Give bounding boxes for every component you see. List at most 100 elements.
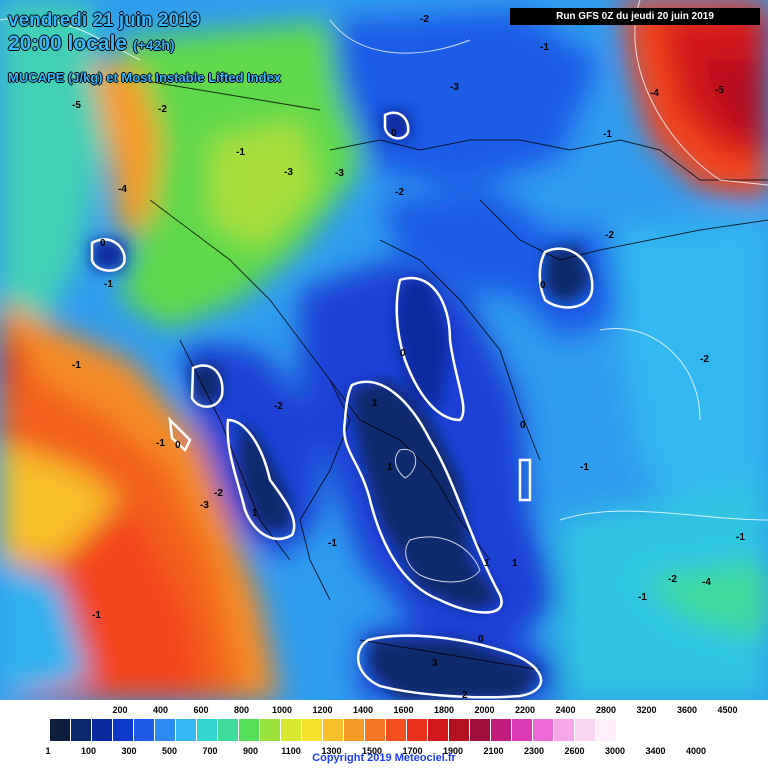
li-label: -3 — [284, 167, 293, 178]
legend-swatch — [428, 719, 449, 741]
li-label: -4 — [118, 184, 127, 195]
legend-swatch — [176, 719, 197, 741]
legend-bottom-tick: 500 — [161, 746, 178, 756]
li-label: 0 — [400, 348, 406, 359]
forecast-time: 20:00 locale (+42h) — [8, 32, 175, 56]
li-label: -4 — [702, 577, 711, 588]
li-label: 0 — [520, 420, 526, 431]
li-label: -1 — [92, 610, 101, 621]
legend-swatch — [323, 719, 344, 741]
legend-top-tick: 3600 — [676, 705, 698, 715]
legend-swatch — [302, 719, 323, 741]
legend-swatch — [407, 719, 428, 741]
legend-top-tick: 1000 — [271, 705, 293, 715]
legend-swatch — [596, 719, 617, 741]
legend-swatch — [575, 719, 596, 741]
li-label: 0 — [175, 440, 181, 451]
legend-swatch — [554, 719, 575, 741]
legend-top-tick: 1800 — [433, 705, 455, 715]
legend-swatch — [50, 719, 71, 741]
legend-bottom-tick: 700 — [202, 746, 218, 756]
li-label: -2 — [214, 488, 223, 499]
legend-swatch — [449, 719, 470, 741]
li-label: -3 — [335, 168, 344, 179]
li-label: 0 — [391, 128, 397, 139]
legend-bottom-tick: 1500 — [361, 746, 383, 756]
li-label: -2 — [700, 354, 709, 365]
legend-swatch — [218, 719, 239, 741]
li-label: -1 — [603, 129, 612, 140]
legend-bottom-tick: 3000 — [604, 746, 626, 756]
li-label: -1 — [72, 360, 81, 371]
li-label: -3 — [450, 82, 459, 93]
legend-bottom-tick: 1900 — [442, 746, 464, 756]
li-label: -2 — [158, 104, 167, 115]
coastlines — [139, 79, 768, 671]
legend-bottom-tick: 300 — [121, 746, 137, 756]
li-label: -1 — [540, 42, 549, 53]
legend-bottom-tick: 3400 — [645, 746, 666, 756]
legend-swatch — [260, 719, 281, 741]
li-label: 0 — [540, 280, 546, 291]
legend-bottom-tick: 1300 — [321, 746, 342, 756]
legend-swatch — [134, 719, 155, 741]
legend-top-tick: 1600 — [393, 705, 414, 715]
legend-bottom-tick: 2100 — [483, 746, 504, 756]
legend-swatch — [281, 719, 302, 741]
li-label: -4 — [650, 88, 659, 99]
legend-top-tick: 2800 — [595, 705, 617, 715]
legend-bottom-tick: 4000 — [685, 746, 707, 756]
li-label: -1 — [638, 592, 647, 603]
li-label: -1 — [236, 147, 245, 158]
li-labels: -2 -1 -3 -1 -5 -4 -2 -1 0 -1 0 -2 -3 -1 … — [72, 14, 745, 701]
legend-swatch — [365, 719, 386, 741]
legend-swatch — [386, 719, 407, 741]
legend-bottom-tick: 1700 — [402, 746, 423, 756]
legend-swatches — [50, 719, 617, 741]
li-label: -2 — [420, 14, 429, 25]
legend-swatch — [344, 719, 365, 741]
legend-top-tick: 4500 — [717, 705, 738, 715]
legend-bottom-tick: 2300 — [523, 746, 545, 756]
legend-top-tick: 1400 — [352, 705, 374, 715]
cape-field — [0, 0, 768, 700]
li-label: -1 — [104, 279, 113, 290]
legend-top-tick: 2400 — [555, 705, 576, 715]
legend-swatch — [92, 719, 113, 741]
legend-bottom-tick: 1 — [45, 746, 51, 756]
legend-bottom-tick: 2600 — [564, 746, 585, 756]
legend-swatch — [155, 719, 176, 741]
legend-top-tick: 400 — [152, 705, 169, 715]
li-label: 1 — [484, 558, 490, 569]
li-label: 0 — [478, 634, 484, 645]
legend-swatch — [491, 719, 512, 741]
li-label: 1 — [512, 558, 518, 569]
run-label: Run GFS 0Z du jeudi 20 juin 2019 — [510, 8, 760, 25]
li-label: 1 — [252, 508, 258, 519]
legend-bottom-tick: 1100 — [281, 746, 301, 756]
field-title: MUCAPE (J/kg) et Most Instable Lifted In… — [8, 70, 282, 85]
li-label: -3 — [200, 500, 209, 511]
li-label: 2 — [462, 690, 468, 701]
li-label: -2 — [274, 401, 283, 412]
copyright: Copyright 2019 Meteociel.fr — [312, 752, 456, 764]
forecast-date: vendredi 21 juin 2019 — [8, 10, 201, 31]
legend-top-tick: 200 — [112, 705, 128, 715]
li-label: -1 — [736, 532, 745, 543]
legend-top-tick: 2200 — [514, 705, 536, 715]
legend-swatch — [239, 719, 260, 741]
li-label: 1 — [372, 398, 378, 409]
legend-top-tick: 600 — [193, 705, 209, 715]
li-label: -2 — [668, 574, 677, 585]
legend-swatch — [470, 719, 491, 741]
li-weak-contours — [0, 0, 768, 583]
legend-top-tick: 1200 — [312, 705, 333, 715]
li-label: -5 — [72, 100, 81, 111]
li-label: 1 — [387, 462, 393, 473]
legend-swatch — [113, 719, 134, 741]
legend-swatch — [71, 719, 92, 741]
li-zero-contours — [90, 111, 594, 699]
legend-top-tick: 2000 — [474, 705, 495, 715]
